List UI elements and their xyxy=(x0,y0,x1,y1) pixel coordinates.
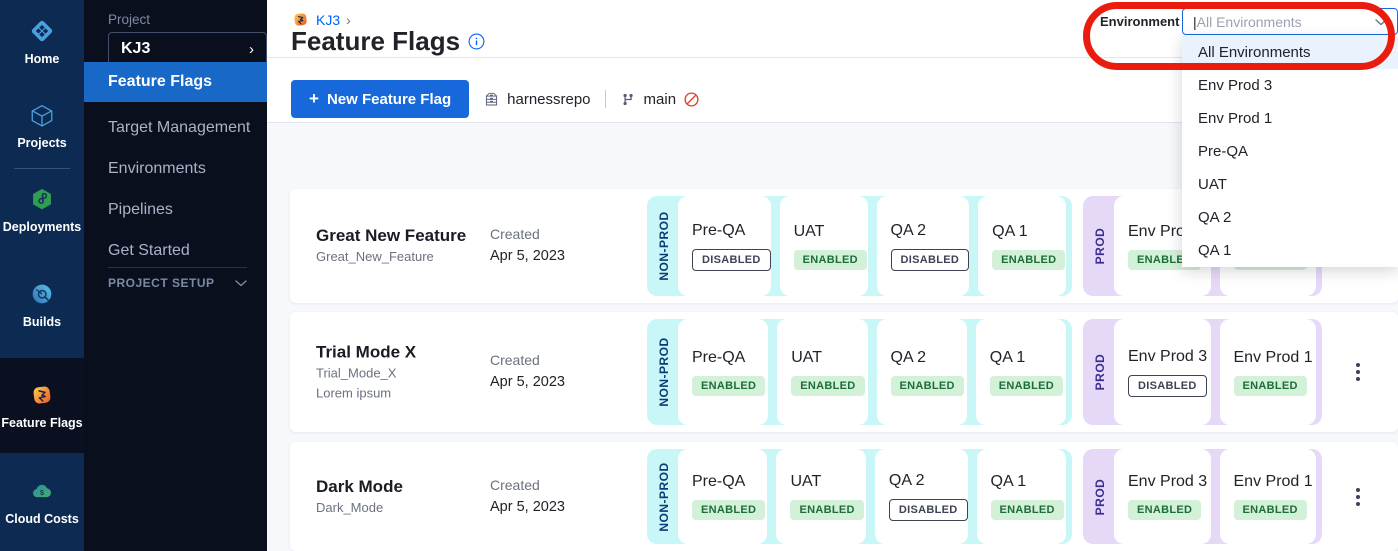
svg-text:$: $ xyxy=(40,490,44,497)
